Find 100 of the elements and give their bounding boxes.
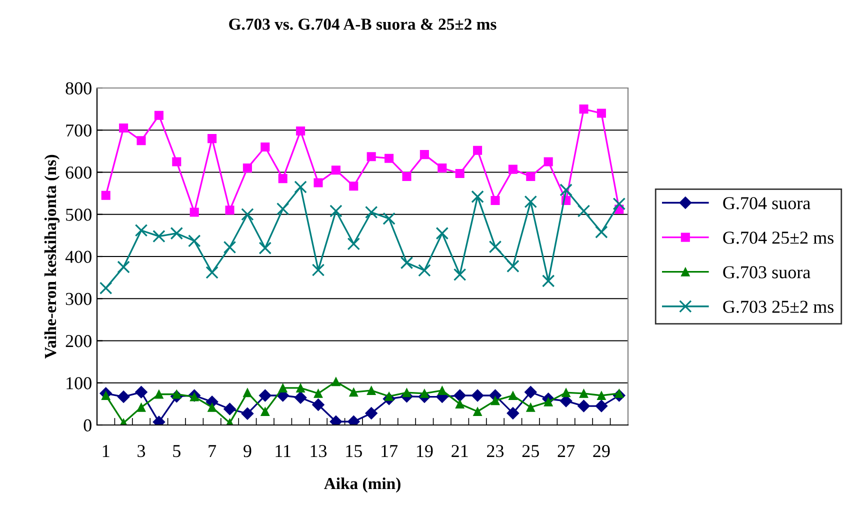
x-tick-label: 17 bbox=[382, 445, 398, 457]
point bbox=[560, 184, 572, 196]
point bbox=[117, 390, 130, 404]
point bbox=[471, 389, 484, 402]
y-tick-label: 600 bbox=[66, 166, 92, 179]
point bbox=[382, 212, 396, 225]
point bbox=[312, 264, 325, 276]
point bbox=[152, 230, 166, 243]
point bbox=[188, 234, 201, 248]
point bbox=[117, 260, 130, 274]
x-tick-label: 15 bbox=[346, 445, 362, 458]
y-tick-label: 0 bbox=[84, 419, 92, 432]
point bbox=[208, 134, 217, 144]
point bbox=[330, 204, 342, 218]
point bbox=[596, 108, 606, 118]
point bbox=[473, 146, 482, 155]
point bbox=[577, 204, 590, 218]
point bbox=[453, 268, 466, 282]
point bbox=[473, 407, 482, 416]
point bbox=[490, 196, 500, 205]
point bbox=[276, 202, 290, 216]
x-tick-label: 23 bbox=[487, 445, 504, 458]
point bbox=[384, 154, 394, 163]
y-tick-label: 500 bbox=[66, 208, 92, 221]
y-tick-label: 800 bbox=[66, 82, 92, 94]
point bbox=[241, 407, 254, 420]
point bbox=[190, 208, 199, 217]
y-tick-label: 700 bbox=[66, 124, 92, 137]
point bbox=[258, 242, 272, 254]
point bbox=[278, 383, 288, 392]
y-tick-label: 400 bbox=[65, 250, 92, 263]
point bbox=[331, 377, 340, 386]
point bbox=[420, 150, 429, 160]
y-tick-label: 100 bbox=[66, 377, 92, 390]
point bbox=[136, 402, 146, 412]
point bbox=[170, 226, 184, 240]
point bbox=[208, 402, 217, 412]
point bbox=[314, 388, 323, 398]
point bbox=[258, 389, 272, 402]
x-tick-label: 3 bbox=[138, 445, 146, 458]
y-axis-title: Vaihe-eron keskihajonta (ns) bbox=[44, 154, 60, 359]
point bbox=[223, 240, 236, 254]
point bbox=[366, 386, 376, 395]
point bbox=[101, 190, 110, 200]
chart-title: G.703 vs. G.704 A-B suora & 25±2 ms bbox=[229, 18, 496, 30]
point bbox=[436, 226, 449, 240]
x-tick-label: 13 bbox=[310, 445, 327, 458]
point bbox=[578, 400, 590, 412]
x-tick-label: 11 bbox=[276, 445, 290, 457]
point bbox=[612, 197, 626, 210]
point bbox=[331, 166, 340, 175]
point bbox=[260, 407, 270, 416]
point bbox=[438, 386, 447, 395]
point bbox=[524, 386, 537, 398]
point bbox=[314, 178, 323, 188]
point bbox=[242, 164, 252, 173]
point bbox=[526, 172, 536, 181]
legend-label: G.704 25±2 ms bbox=[723, 232, 834, 244]
legend-label: G.703 suora bbox=[723, 266, 810, 278]
x-tick-label: 5 bbox=[173, 445, 180, 458]
point bbox=[99, 282, 112, 294]
x-tick-label: 29 bbox=[593, 445, 610, 458]
point bbox=[455, 399, 464, 408]
point bbox=[294, 180, 307, 194]
legend-label: G.704 suora bbox=[723, 197, 810, 210]
point bbox=[438, 164, 447, 173]
point bbox=[242, 388, 252, 398]
point bbox=[294, 391, 307, 404]
y-tick-label: 200 bbox=[66, 335, 92, 348]
point bbox=[260, 142, 270, 152]
point bbox=[224, 402, 236, 416]
point bbox=[134, 224, 148, 237]
point bbox=[488, 240, 502, 254]
point bbox=[579, 104, 588, 114]
point bbox=[312, 398, 324, 412]
point bbox=[508, 390, 518, 400]
point bbox=[278, 174, 288, 184]
point bbox=[562, 388, 571, 398]
x-tick-label: 21 bbox=[452, 445, 468, 457]
point bbox=[364, 206, 378, 219]
x-tick-label: 25 bbox=[522, 445, 539, 458]
x-tick-label: 27 bbox=[558, 445, 575, 457]
point bbox=[596, 390, 606, 400]
point bbox=[206, 266, 218, 279]
point bbox=[296, 383, 306, 392]
point bbox=[400, 256, 414, 270]
point bbox=[595, 226, 608, 238]
point bbox=[366, 152, 376, 162]
point bbox=[136, 136, 146, 146]
point bbox=[101, 390, 110, 400]
point bbox=[544, 397, 553, 406]
point bbox=[471, 190, 484, 204]
point bbox=[508, 164, 518, 174]
point bbox=[506, 260, 520, 273]
point bbox=[119, 124, 128, 133]
point bbox=[526, 402, 536, 412]
point bbox=[595, 400, 608, 412]
point bbox=[544, 157, 553, 166]
point bbox=[420, 388, 429, 398]
point bbox=[454, 389, 466, 402]
